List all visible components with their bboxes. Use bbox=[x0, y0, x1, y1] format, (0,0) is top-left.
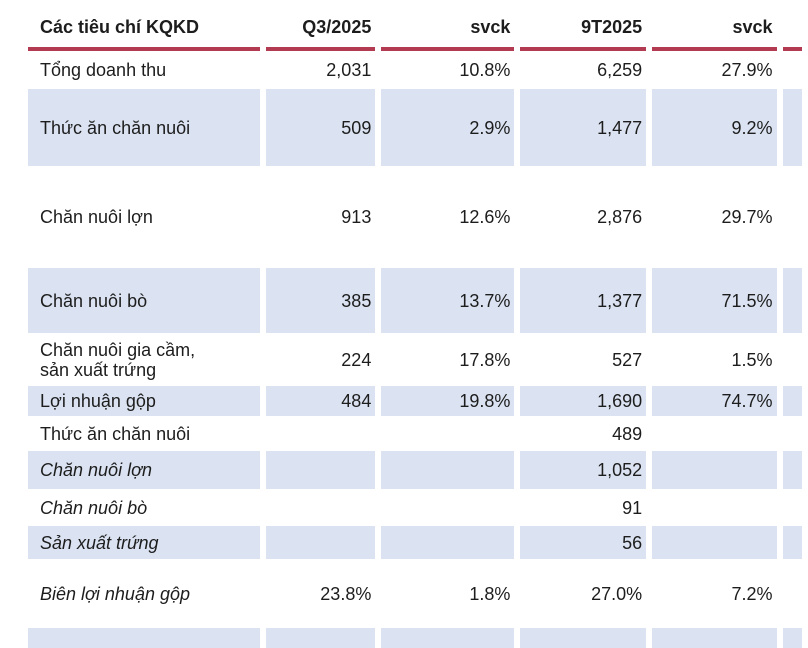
cell-spacer bbox=[782, 628, 802, 648]
cell-9t: 56 bbox=[520, 526, 647, 559]
cell-svck-q3 bbox=[381, 416, 514, 451]
cell-svck-q3 bbox=[381, 451, 515, 489]
row-label: Chăn nuôi gia cầm, sản xuất trứng bbox=[40, 339, 196, 380]
column-header-spacer bbox=[782, 0, 802, 51]
cell-spacer bbox=[783, 166, 802, 268]
row-label: Thức ăn chăn nuôi bbox=[28, 89, 260, 166]
cell-svck-9t: 29.7% bbox=[721, 207, 773, 227]
cell-svck-q3: 2.9% bbox=[381, 89, 515, 166]
cell-q3: 385 bbox=[265, 268, 376, 333]
row-label: Chăn nuôi bò bbox=[40, 497, 148, 518]
cell-spacer bbox=[782, 268, 802, 333]
table-row: Chăn nuôi bò 385 13.7% 1,377 71.5% bbox=[28, 268, 802, 333]
column-header-criteria: Các tiêu chí KQKD bbox=[28, 0, 260, 51]
table-row: Chăn nuôi gia cầm, sản xuất trứng 224 17… bbox=[28, 333, 802, 386]
column-header-svck-9t: svck bbox=[652, 0, 777, 51]
cell-q3: 23.8% bbox=[320, 583, 372, 604]
cell-spacer bbox=[783, 559, 802, 628]
cell-q3 bbox=[266, 489, 376, 526]
cell-9t: 91 bbox=[622, 497, 643, 518]
cell-q3 bbox=[266, 416, 376, 451]
row-label: Chăn nuôi bò bbox=[28, 268, 260, 333]
cell-q3: 224 bbox=[341, 349, 372, 370]
cell-9t: 1,690 bbox=[520, 386, 647, 416]
table-row: Sản xuất trứng 56 bbox=[28, 526, 802, 559]
table-row: Thức ăn chăn nuôi 489 bbox=[28, 416, 802, 451]
cell-spacer bbox=[782, 89, 802, 166]
table-row: Lợi nhuận gộp 484 19.8% 1,690 74.7% bbox=[28, 386, 802, 416]
cell-9t: 6,259 bbox=[597, 60, 643, 80]
table-row: Thức ăn chăn nuôi 509 2.9% 1,477 9.2% bbox=[28, 89, 802, 166]
column-header-q3-2025: Q3/2025 bbox=[265, 0, 376, 51]
row-label: Chăn nuôi lợn bbox=[28, 451, 260, 489]
cell-svck-q3 bbox=[381, 526, 515, 559]
cell-9t bbox=[520, 628, 647, 648]
cell-9t: 2,876 bbox=[597, 207, 643, 227]
row-label: Thức ăn chăn nuôi bbox=[40, 423, 191, 444]
cell-spacer bbox=[783, 416, 802, 451]
cell-9t: 489 bbox=[612, 423, 643, 444]
cell-svck-9t: 71.5% bbox=[652, 268, 777, 333]
table-row: Biên lợi nhuận gộp 23.8% 1.8% 27.0% 7.2% bbox=[28, 559, 802, 628]
cell-spacer bbox=[782, 386, 802, 416]
cell-spacer bbox=[782, 526, 802, 559]
cell-svck-q3: 17.8% bbox=[459, 349, 511, 370]
cell-svck-9t bbox=[652, 628, 777, 648]
table-row: Chăn nuôi bò 91 bbox=[28, 489, 802, 526]
cell-svck-q3: 19.8% bbox=[381, 386, 515, 416]
column-header-9t2025: 9T2025 bbox=[520, 0, 647, 51]
cell-q3: 509 bbox=[265, 89, 376, 166]
row-label: Chăn nuôi lợn bbox=[40, 207, 153, 227]
cell-svck-9t: 27.9% bbox=[721, 60, 773, 80]
table-row: Tổng doanh thu 2,031 10.8% 6,259 27.9% bbox=[28, 51, 802, 89]
cell-9t: 27.0% bbox=[591, 583, 643, 604]
cell-svck-9t: 1.5% bbox=[731, 349, 773, 370]
table-header-row: Các tiêu chí KQKD Q3/2025 svck 9T2025 sv… bbox=[28, 0, 802, 51]
table-row: Chăn nuôi lợn 1,052 bbox=[28, 451, 802, 489]
cell-svck-q3 bbox=[381, 628, 515, 648]
cell-q3: 484 bbox=[265, 386, 376, 416]
row-label: Tổng doanh thu bbox=[40, 60, 167, 80]
row-label: Biên lợi nhuận gộp bbox=[40, 583, 190, 604]
row-label bbox=[28, 628, 260, 648]
cell-q3: 2,031 bbox=[326, 60, 372, 80]
cell-q3 bbox=[265, 628, 376, 648]
cell-svck-q3: 10.8% bbox=[459, 60, 511, 80]
column-header-svck-q3: svck bbox=[381, 0, 515, 51]
cell-q3 bbox=[265, 526, 376, 559]
cell-9t: 1,377 bbox=[520, 268, 647, 333]
cell-svck-q3 bbox=[381, 489, 514, 526]
kqkd-results-table: Các tiêu chí KQKD Q3/2025 svck 9T2025 sv… bbox=[22, 0, 808, 648]
cell-svck-q3: 12.6% bbox=[459, 207, 511, 227]
cell-spacer bbox=[782, 451, 802, 489]
cell-svck-9t: 9.2% bbox=[652, 89, 777, 166]
cell-svck-q3: 13.7% bbox=[381, 268, 515, 333]
cell-svck-9t: 7.2% bbox=[731, 583, 773, 604]
table-row-partial bbox=[28, 628, 802, 648]
cell-9t: 1,052 bbox=[520, 451, 647, 489]
cell-q3: 913 bbox=[341, 207, 372, 227]
row-label: Lợi nhuận gộp bbox=[28, 386, 260, 416]
row-label: Sản xuất trứng bbox=[28, 526, 260, 559]
cell-svck-9t bbox=[652, 416, 776, 451]
cell-svck-9t bbox=[652, 489, 776, 526]
cell-9t: 527 bbox=[612, 349, 643, 370]
cell-spacer bbox=[783, 489, 802, 526]
cell-svck-q3: 1.8% bbox=[469, 583, 511, 604]
cell-svck-9t bbox=[652, 451, 777, 489]
cell-spacer bbox=[783, 333, 802, 386]
cell-q3 bbox=[265, 451, 376, 489]
table-row: Chăn nuôi lợn 913 12.6% 2,876 29.7% bbox=[28, 166, 802, 268]
cell-svck-9t bbox=[652, 526, 777, 559]
cell-svck-9t: 74.7% bbox=[652, 386, 777, 416]
cell-spacer bbox=[783, 51, 802, 89]
cell-9t: 1,477 bbox=[520, 89, 647, 166]
